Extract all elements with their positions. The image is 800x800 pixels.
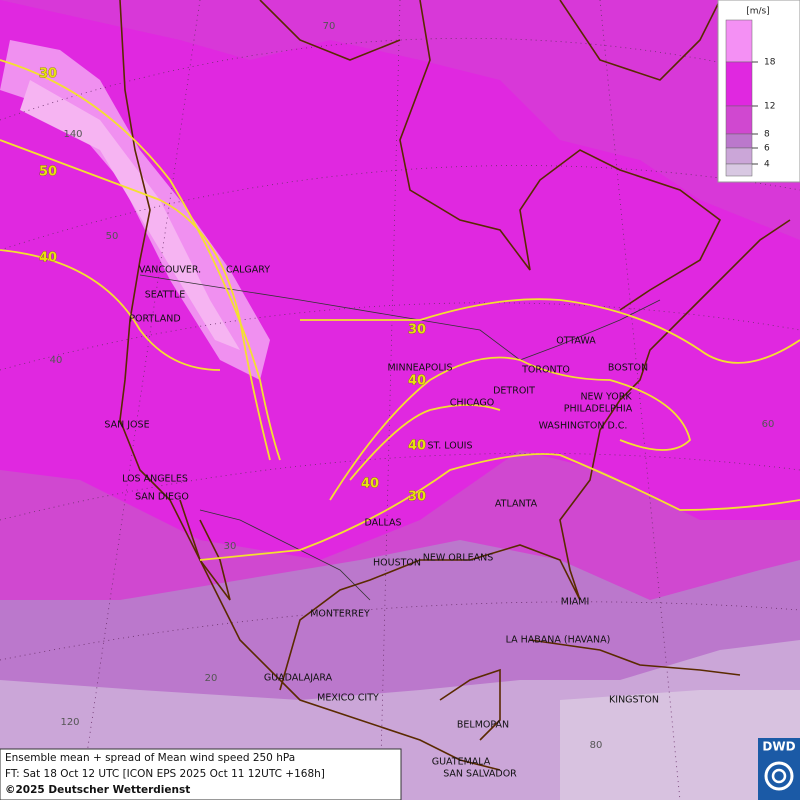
legend-tick-label: 18 (764, 58, 776, 68)
graticule-label: 40 (50, 355, 63, 366)
city-label: TORONTO (521, 365, 570, 376)
logo: DWD (758, 738, 800, 800)
city-label: GUADALAJARA (264, 673, 333, 684)
city-label: DALLAS (365, 518, 402, 529)
city-label: MONTERREY (310, 609, 370, 620)
caption-line: FT: Sat 18 Oct 12 UTC [ICON EPS 2025 Oct… (5, 768, 325, 780)
city-label: CALGARY (226, 265, 270, 276)
contour-label: 50 (39, 165, 57, 180)
legend-tick-label: 8 (764, 130, 770, 140)
legend-tick-label: 12 (764, 102, 775, 112)
city-label: SAN SALVADOR (443, 769, 517, 780)
city-label: WASHINGTON D.C. (539, 421, 628, 432)
logo-icon (771, 768, 787, 784)
city-label: CHICAGO (450, 398, 494, 409)
city-label: KINGSTON (609, 695, 659, 706)
city-label: SAN DIEGO (135, 492, 189, 503)
legend-tick-label: 6 (764, 144, 770, 154)
contour-label: 30 (408, 323, 426, 338)
graticule-label: 20 (205, 673, 218, 684)
legend-swatch (725, 147, 753, 165)
contour-label: 40 (408, 439, 426, 454)
graticule-label: 80 (590, 740, 603, 751)
graticule-label: 60 (762, 419, 775, 430)
city-label: BELMOPAN (457, 720, 509, 731)
graticule-label: 50 (106, 231, 119, 242)
legend-swatch (725, 19, 753, 63)
graticule-label: 70 (323, 21, 336, 32)
contour-label: 40 (361, 477, 379, 492)
city-label: DETROIT (493, 386, 535, 397)
city-label: MINNEAPOLIS (387, 363, 452, 374)
city-label: ATLANTA (495, 499, 538, 510)
city-label: PHILADELPHIA (564, 404, 633, 415)
legend: [m/s] 18 12 8 6 4 (717, 0, 800, 183)
city-label: SEATTLE (145, 290, 186, 301)
caption-line: Ensemble mean + spread of Mean wind spee… (5, 752, 295, 764)
legend-unit: [m/s] (746, 7, 770, 17)
graticule-label: 30 (224, 541, 237, 552)
logo-text: DWD (762, 740, 795, 754)
city-label: NEW ORLEANS (423, 553, 494, 564)
coastlines (119, 0, 791, 771)
city-label: ST. LOUIS (428, 441, 473, 452)
city-label: MEXICO CITY (317, 693, 379, 704)
graticule-label: 140 (63, 129, 82, 140)
logo-icon (764, 761, 794, 791)
city-label: NEW YORK (580, 392, 632, 403)
legend-swatch (725, 163, 753, 177)
city-label: HOUSTON (373, 558, 421, 569)
caption-box (0, 748, 402, 800)
contour-label: 40 (39, 251, 57, 266)
city-label: LOS ANGELES (122, 474, 188, 485)
caption-line: ©2025 Deutscher Wetterdienst (5, 784, 190, 796)
graticule-label: 120 (60, 717, 79, 728)
city-label: VANCOUVER. (139, 265, 201, 276)
legend-swatch (725, 105, 753, 135)
city-label: LA HABANA (HAVANA) (506, 635, 611, 646)
legend-tick-label: 4 (764, 160, 770, 170)
contour-label: 30 (39, 67, 57, 82)
city-label: BOSTON (608, 363, 648, 374)
contour-label: 40 (408, 374, 426, 389)
city-label: MIAMI (561, 597, 590, 608)
contours (0, 59, 800, 561)
city-label: OTTAWA (556, 336, 596, 347)
field-jet-core (20, 80, 240, 350)
legend-swatch (725, 133, 753, 149)
city-label: SAN JOSE (104, 420, 149, 431)
caption: Ensemble mean + spread of Mean wind spee… (0, 748, 402, 800)
city-label: PORTLAND (129, 314, 180, 325)
city-label: GUATEMALA (432, 757, 491, 768)
labels: VANCOUVER. CALGARY SEATTLE PORTLAND SAN JOSE… (39, 21, 775, 780)
legend-swatch (725, 61, 753, 107)
field-below-4 (560, 690, 800, 800)
contour-label: 30 (408, 490, 426, 505)
